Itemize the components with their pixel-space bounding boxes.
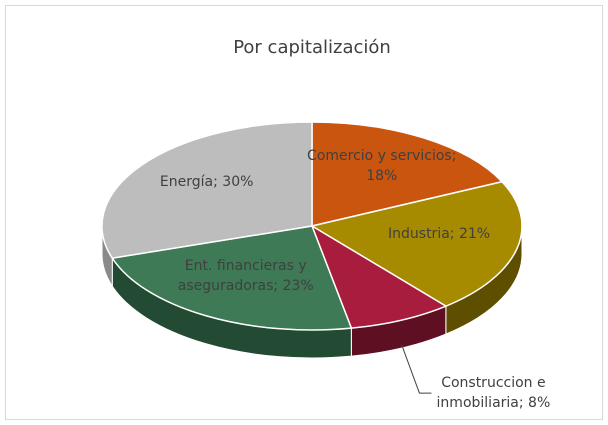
slice: [310, 224, 448, 329]
data-label-box: Industria; 21%: [364, 194, 514, 274]
data-label: Industria; 21%: [364, 194, 514, 274]
data-label-box: Energía; 30%: [132, 142, 282, 222]
value-label: 21%: [458, 226, 491, 243]
value-label: 23%: [282, 277, 314, 294]
label-text: Energía; 30%: [132, 172, 282, 192]
value-label: 8%: [528, 395, 551, 412]
category-label: Energía;: [159, 174, 218, 191]
slice: [311, 121, 504, 227]
data-label: Comercio y servicios; 18%: [307, 126, 457, 206]
value-label: 18%: [366, 167, 398, 184]
chart-title: Por capitalización: [233, 37, 391, 58]
data-label: Ent. financieras y aseguradoras; 23%: [171, 236, 321, 316]
label-text: Industria; 21%: [364, 224, 514, 244]
slice: [101, 121, 313, 259]
value-label: 30%: [222, 174, 254, 191]
label-text: Comercio y servicios; 18%: [307, 146, 457, 186]
data-label: Energía; 30%: [132, 142, 282, 222]
data-label-box: Ent. financieras y aseguradoras; 23%: [171, 236, 321, 316]
slice: [310, 180, 523, 307]
slice: [111, 225, 353, 331]
data-label-box: Comercio y servicios; 18%: [307, 126, 457, 206]
data-label-box: Construccion e inmobiliaria; 8%: [428, 353, 558, 425]
category-label: Comercio y servicios;: [307, 147, 457, 164]
category-label: Industria;: [388, 226, 455, 243]
data-label: Construccion e inmobiliaria; 8%: [428, 353, 558, 425]
leader-line: [400, 343, 432, 394]
category-label: Ent. financieras y aseguradoras;: [177, 257, 307, 294]
label-text: Ent. financieras y aseguradoras; 23%: [171, 256, 321, 296]
label-text: Construccion e inmobiliaria; 8%: [428, 373, 558, 413]
category-label: Construccion e inmobiliaria;: [436, 375, 546, 412]
